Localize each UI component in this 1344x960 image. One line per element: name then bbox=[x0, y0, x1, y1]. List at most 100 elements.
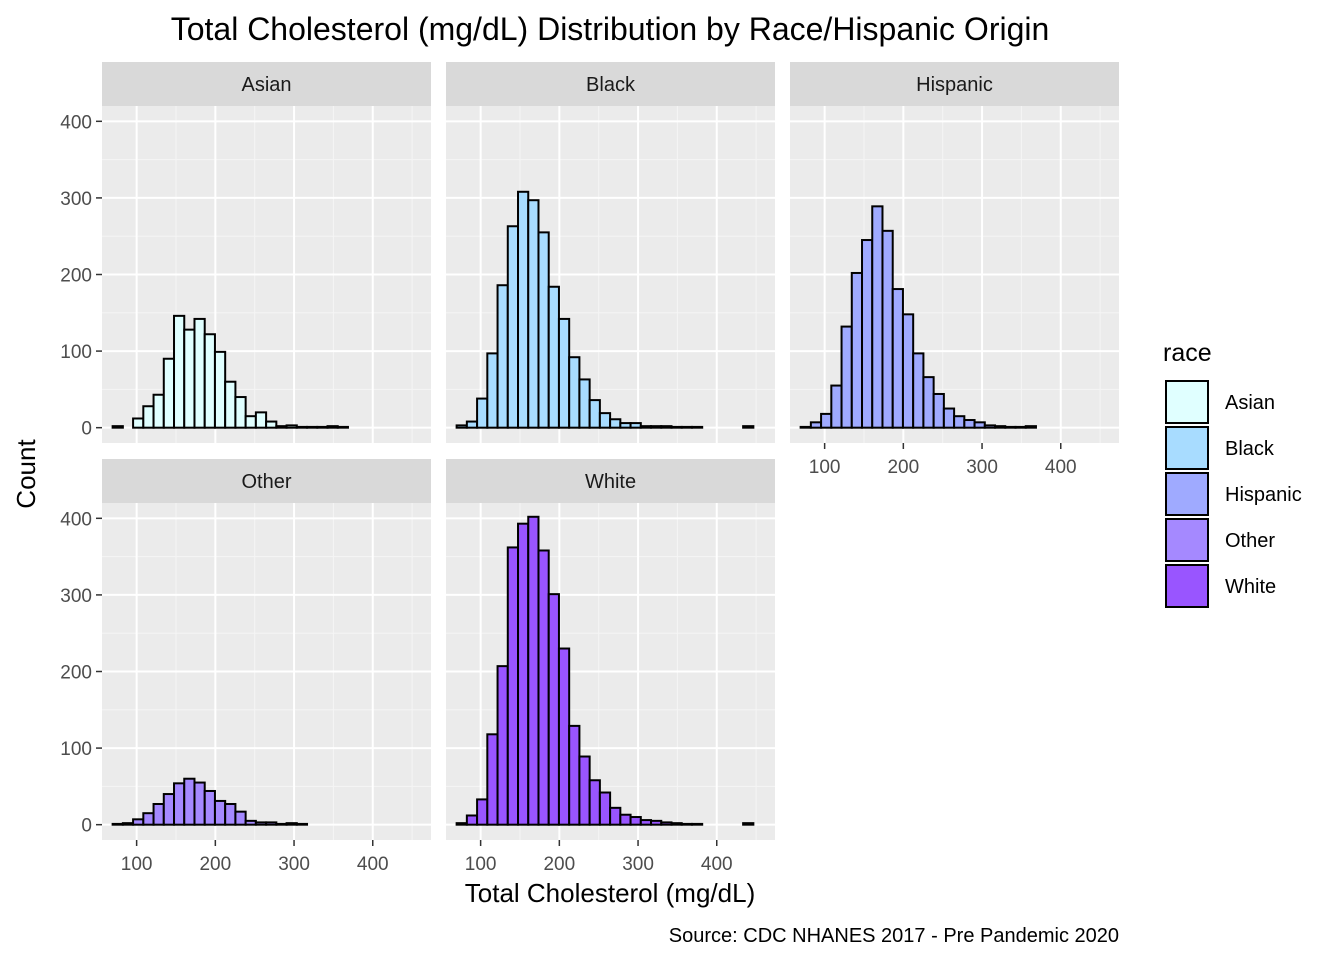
facet-panel-black: Black bbox=[446, 62, 775, 443]
y-axis-title: Count bbox=[11, 439, 41, 509]
histogram-bar bbox=[660, 425, 673, 429]
y-tick-label: 0 bbox=[81, 816, 92, 837]
y-tick-label: 100 bbox=[60, 739, 92, 760]
histogram-bar bbox=[142, 812, 155, 826]
histogram-bar bbox=[588, 779, 601, 826]
histogram-bar bbox=[742, 425, 755, 429]
histogram-bars bbox=[455, 190, 755, 429]
histogram-bar bbox=[455, 424, 468, 429]
histogram-bar bbox=[660, 821, 673, 826]
legend-label: Hispanic bbox=[1225, 484, 1302, 506]
histogram-bar bbox=[465, 814, 479, 826]
x-tick-label: 100 bbox=[465, 854, 497, 875]
y-tick-label: 100 bbox=[60, 342, 92, 363]
legend: race Asian Black Hispanic Other White bbox=[1163, 339, 1302, 608]
caption: Source: CDC NHANES 2017 - Pre Pandemic 2… bbox=[669, 925, 1119, 947]
histogram-bar bbox=[173, 314, 186, 429]
legend-label: Asian bbox=[1225, 392, 1275, 414]
histogram-bar bbox=[809, 421, 823, 429]
facet-panel-asian: Asian 0 100 200 300 400 bbox=[60, 62, 431, 443]
legend-title: race bbox=[1163, 339, 1212, 367]
histogram-bar bbox=[486, 352, 499, 429]
histogram-bar bbox=[162, 357, 176, 429]
histogram-bar bbox=[285, 424, 298, 429]
histogram-bar bbox=[953, 415, 966, 429]
facet-panel-white: White 100 200 300 400 bbox=[446, 459, 775, 875]
histogram-bar bbox=[1024, 425, 1037, 429]
histogram-bar bbox=[203, 789, 216, 826]
histogram-bar bbox=[840, 325, 853, 429]
facet-strip-label: Black bbox=[586, 74, 636, 96]
legend-swatch bbox=[1165, 426, 1209, 470]
histogram-bar bbox=[254, 821, 268, 826]
histogram-bar bbox=[557, 647, 571, 826]
histogram-bar bbox=[609, 806, 622, 826]
histogram-bar bbox=[111, 425, 124, 429]
histogram-bar bbox=[213, 799, 227, 826]
histogram-bar bbox=[275, 822, 288, 826]
histogram-bar bbox=[680, 425, 693, 429]
facet-strip bbox=[102, 62, 431, 106]
histogram-bar bbox=[306, 425, 319, 429]
histogram-bar bbox=[983, 424, 997, 429]
histogram-bar bbox=[830, 384, 843, 429]
histogram-bar bbox=[547, 285, 560, 429]
legend-swatch bbox=[1165, 564, 1209, 608]
histogram-bar bbox=[476, 397, 489, 429]
histogram-bar bbox=[1004, 425, 1017, 429]
histogram-bars bbox=[111, 777, 309, 826]
histogram-bar bbox=[152, 393, 165, 429]
histogram-bar bbox=[527, 199, 540, 429]
x-tick-label: 300 bbox=[966, 457, 998, 478]
histogram-bar bbox=[496, 665, 509, 826]
histogram-bar bbox=[568, 724, 581, 826]
histogram-bars bbox=[799, 205, 1037, 429]
facet-strip-label: Asian bbox=[241, 74, 291, 96]
histogram-bar bbox=[224, 803, 237, 826]
legend-label: Other bbox=[1225, 530, 1275, 552]
histogram-bar bbox=[244, 819, 257, 826]
histogram-bar bbox=[588, 399, 601, 429]
histogram-bar bbox=[295, 425, 309, 429]
histogram-bar bbox=[111, 822, 124, 826]
x-tick-label: 100 bbox=[121, 854, 153, 875]
histogram-bar bbox=[619, 813, 632, 826]
histogram-bar bbox=[901, 313, 915, 429]
legend-item-black: Black bbox=[1165, 426, 1275, 470]
legend-item-asian: Asian bbox=[1165, 380, 1275, 424]
histogram-bar bbox=[568, 356, 581, 429]
histogram-bar bbox=[234, 396, 247, 429]
legend-swatch bbox=[1165, 518, 1209, 562]
histogram-bar bbox=[578, 378, 591, 429]
x-axis-title: Total Cholesterol (mg/dL) bbox=[465, 878, 755, 908]
legend-item-white: White bbox=[1165, 564, 1276, 608]
histogram-bar bbox=[922, 376, 935, 429]
histogram-bar bbox=[142, 405, 155, 429]
histogram-bar bbox=[336, 425, 349, 429]
histogram-bar bbox=[639, 819, 653, 826]
legend-item-other: Other bbox=[1165, 518, 1275, 562]
histogram-bar bbox=[598, 791, 612, 826]
histogram-bar bbox=[547, 593, 560, 826]
histogram-bar bbox=[465, 420, 479, 429]
y-tick-label: 0 bbox=[81, 419, 92, 440]
x-tick-label: 400 bbox=[357, 854, 389, 875]
histogram-bar bbox=[265, 420, 278, 429]
histogram-bar bbox=[213, 350, 227, 429]
histogram-bar bbox=[537, 231, 550, 429]
histogram-bar bbox=[506, 546, 520, 826]
facet-panels: Asian 0 100 200 300 400 Black Hispanic 100 200 300… bbox=[60, 62, 1119, 875]
x-tick-label: 200 bbox=[543, 854, 575, 875]
histogram-bar bbox=[609, 418, 622, 429]
histogram-bar bbox=[670, 822, 683, 826]
histogram-bar bbox=[963, 419, 976, 429]
y-tick-label: 400 bbox=[60, 112, 92, 133]
histogram-bar bbox=[193, 317, 206, 429]
x-tick-label: 200 bbox=[199, 854, 231, 875]
histogram-bar bbox=[121, 822, 135, 826]
histogram-bar bbox=[455, 822, 468, 826]
facet-strip-label: White bbox=[585, 471, 636, 493]
histogram-bar bbox=[183, 328, 196, 429]
histogram-bar bbox=[254, 411, 268, 429]
histogram-bar bbox=[650, 819, 663, 826]
